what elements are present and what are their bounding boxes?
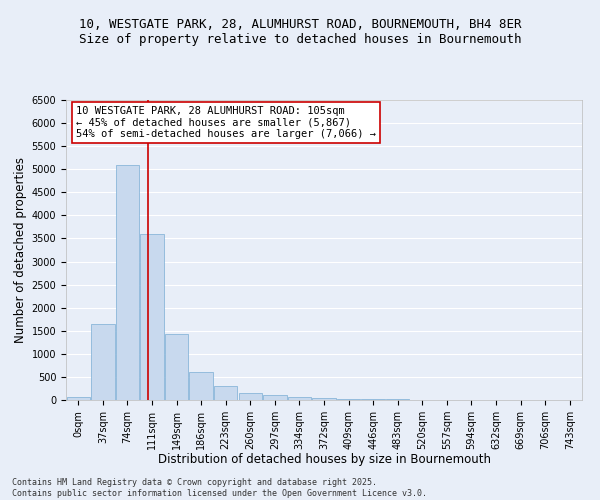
Y-axis label: Number of detached properties: Number of detached properties [14, 157, 28, 343]
Bar [214, 386, 238, 400]
Bar [140, 234, 164, 400]
Bar [361, 399, 385, 400]
Bar [239, 393, 262, 400]
Bar [190, 372, 213, 400]
Bar [165, 334, 188, 400]
Bar [313, 398, 335, 400]
Bar [91, 324, 115, 400]
Text: Contains HM Land Registry data © Crown copyright and database right 2025.
Contai: Contains HM Land Registry data © Crown c… [12, 478, 427, 498]
Bar [116, 164, 139, 400]
Bar [288, 396, 311, 400]
Bar [67, 398, 90, 400]
X-axis label: Distribution of detached houses by size in Bournemouth: Distribution of detached houses by size … [157, 454, 491, 466]
Bar [263, 395, 287, 400]
Text: 10, WESTGATE PARK, 28, ALUMHURST ROAD, BOURNEMOUTH, BH4 8ER: 10, WESTGATE PARK, 28, ALUMHURST ROAD, B… [79, 18, 521, 30]
Text: 10 WESTGATE PARK, 28 ALUMHURST ROAD: 105sqm
← 45% of detached houses are smaller: 10 WESTGATE PARK, 28 ALUMHURST ROAD: 105… [76, 106, 376, 139]
Text: Size of property relative to detached houses in Bournemouth: Size of property relative to detached ho… [79, 32, 521, 46]
Bar [337, 398, 360, 400]
